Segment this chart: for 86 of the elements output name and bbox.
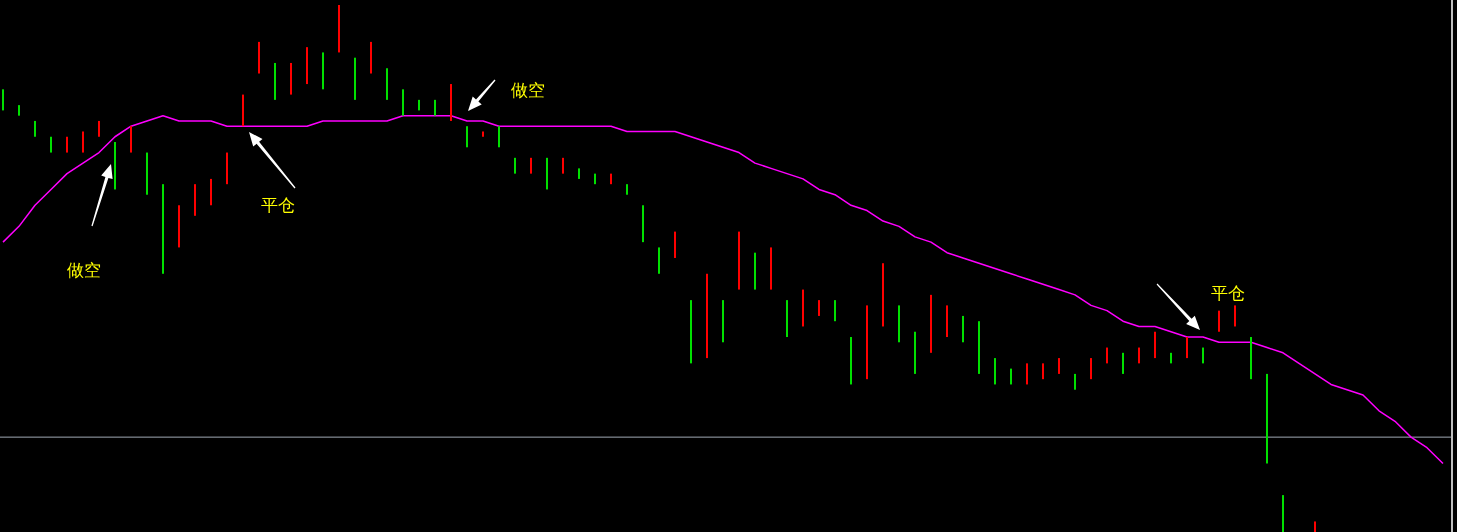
candlestick xyxy=(322,52,324,90)
candlestick xyxy=(306,47,308,85)
candlestick xyxy=(626,184,628,195)
candlestick xyxy=(274,62,276,100)
candlestick xyxy=(1170,352,1172,364)
candlestick xyxy=(146,152,148,195)
candlestick xyxy=(98,120,100,137)
candlestick xyxy=(50,136,52,153)
annotation: 做空 xyxy=(67,260,101,280)
candlestick xyxy=(562,157,564,174)
candlestick xyxy=(1106,347,1108,364)
candlestick xyxy=(866,305,868,380)
candlestick xyxy=(674,231,676,258)
candlestick xyxy=(226,152,228,185)
candlestick xyxy=(962,315,964,343)
candlestick xyxy=(1202,347,1204,364)
candlestick xyxy=(994,358,996,385)
candlestick xyxy=(242,94,244,127)
candlestick xyxy=(1122,352,1124,374)
candlestick xyxy=(418,99,420,111)
candlestick xyxy=(850,337,852,385)
candlestick xyxy=(706,273,708,359)
candlestick xyxy=(82,131,84,153)
annotation: 平仓 xyxy=(261,195,295,215)
candlestick xyxy=(1186,337,1188,359)
candlestick xyxy=(370,41,372,74)
candlestick xyxy=(946,305,948,338)
candlestick xyxy=(18,105,20,116)
candlestick xyxy=(466,126,468,148)
candlestick xyxy=(690,300,692,364)
candlestick xyxy=(194,184,196,216)
candlestick xyxy=(450,84,452,121)
candlestick xyxy=(386,68,388,100)
candlestick xyxy=(770,247,772,290)
candlestick xyxy=(482,131,484,137)
candlestick xyxy=(1026,363,1028,385)
annotation: 做空 xyxy=(511,80,545,100)
candlestick xyxy=(914,331,916,374)
candlestick xyxy=(1042,363,1044,380)
candlestick xyxy=(930,294,932,353)
candlestick xyxy=(642,205,644,243)
candlestick xyxy=(802,289,804,327)
candlestick xyxy=(338,5,340,53)
candlestick xyxy=(1074,373,1076,390)
candlestick xyxy=(258,41,260,74)
candlestick xyxy=(898,305,900,343)
candlestick xyxy=(786,300,788,338)
candlestick xyxy=(530,157,532,174)
candlestick xyxy=(1010,368,1012,385)
candlestick xyxy=(354,57,356,100)
candlestick xyxy=(1138,347,1140,364)
candlestick xyxy=(34,120,36,137)
candlestick xyxy=(754,252,756,290)
candlestick xyxy=(514,157,516,174)
candlestick xyxy=(210,178,212,206)
candlestick xyxy=(434,99,436,116)
candlestick xyxy=(722,300,724,343)
candlestick xyxy=(66,136,68,153)
candlestick xyxy=(1234,305,1236,327)
candlestick xyxy=(818,300,820,316)
candlestick xyxy=(1090,358,1092,380)
candlestick xyxy=(978,321,980,374)
candlestick xyxy=(130,126,132,153)
candlestick xyxy=(402,89,404,116)
candlestick xyxy=(834,300,836,322)
candlestick xyxy=(546,157,548,190)
candlestick xyxy=(594,173,596,185)
candlestick xyxy=(658,247,660,274)
candlestick xyxy=(610,173,612,185)
candlestick xyxy=(1154,331,1156,359)
candlestick xyxy=(498,126,500,148)
annotation: 平仓 xyxy=(1211,283,1245,303)
candlestick xyxy=(882,263,884,327)
candlestick xyxy=(178,205,180,248)
candlestick xyxy=(1218,310,1220,332)
candlestick xyxy=(1058,358,1060,374)
candlestick xyxy=(2,89,4,111)
candlestick xyxy=(162,184,164,274)
candlestick xyxy=(1266,373,1268,464)
candlestick xyxy=(738,231,740,290)
candlestick xyxy=(578,168,580,179)
candlestick xyxy=(1314,521,1316,532)
candlestick xyxy=(1282,495,1284,532)
candlestick xyxy=(290,62,292,95)
candlestick xyxy=(114,142,116,190)
candlestick xyxy=(1250,337,1252,380)
